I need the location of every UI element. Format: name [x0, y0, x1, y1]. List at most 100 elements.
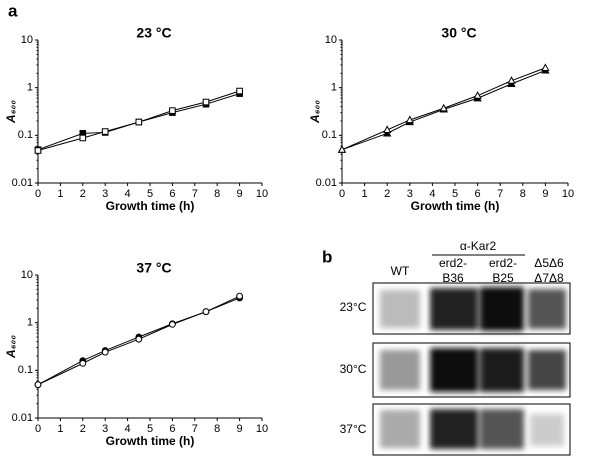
x-tick-label: 6 [475, 188, 481, 200]
data-point [169, 320, 176, 328]
data-point [236, 292, 244, 300]
band [480, 348, 524, 392]
x-tick-label: 7 [192, 423, 198, 435]
blot-bands [380, 409, 564, 449]
x-tick-label: 2 [384, 188, 390, 200]
y-axis-label: A₆₀₀ [4, 100, 18, 124]
x-tick-label: 10 [256, 423, 268, 435]
data-point [236, 87, 243, 95]
chart-title: 37 °C [136, 260, 171, 276]
x-tick-label: 8 [520, 188, 526, 200]
data-point [135, 118, 143, 126]
data-point [439, 103, 448, 112]
y-tick-label: 0.1 [18, 364, 33, 376]
blot-bands [380, 348, 566, 392]
y-axis-label: A₆₀₀ [4, 335, 18, 359]
data-point [541, 63, 550, 71]
y-tick-label: 10 [325, 34, 337, 46]
data-point [169, 107, 176, 114]
data-point [473, 91, 482, 99]
data-point [79, 134, 87, 142]
y-axis-label: A₆₀₀ [308, 100, 322, 124]
band [480, 409, 524, 449]
y-tick-label: 10 [21, 34, 33, 46]
band [380, 350, 420, 390]
x-tick-label: 5 [147, 188, 153, 200]
x-tick-label: 3 [102, 188, 108, 200]
x-tick-label: 10 [562, 188, 574, 200]
x-tick-label: 9 [237, 188, 243, 200]
data-point [101, 348, 109, 356]
lane-label: B25 [492, 271, 514, 285]
y-tick-label: 10 [21, 269, 33, 281]
chart-title: 23 °C [136, 25, 171, 41]
x-tick-label: 6 [169, 188, 175, 200]
y-tick-label: 1 [331, 82, 337, 94]
x-tick-label: 2 [80, 423, 86, 435]
band [380, 290, 420, 328]
y-tick-label: 0.1 [18, 129, 33, 141]
y-tick-label: 1 [27, 317, 33, 329]
data-point [202, 308, 210, 316]
x-tick-label: 3 [102, 423, 108, 435]
panel-label: b [322, 247, 332, 266]
x-tick-label: 0 [339, 188, 345, 200]
x-tick-label: 7 [192, 188, 198, 200]
x-axis-label: Growth time (h) [106, 199, 195, 213]
x-tick-label: 4 [125, 423, 131, 435]
y-tick-label: 0.01 [316, 177, 337, 189]
y-tick-label: 1 [27, 82, 33, 94]
data-point [101, 128, 109, 135]
x-tick-label: 10 [256, 188, 268, 200]
band [528, 350, 566, 390]
x-tick-label: 4 [125, 188, 131, 200]
chart: 0 1 2 3 4 5 6 7 8 9 10 0.01 0.1 1 10 23 °C Growth time (… [4, 25, 268, 213]
panel-label: a [8, 1, 18, 20]
x-tick-label: 7 [497, 188, 503, 200]
x-tick-label: 8 [214, 423, 220, 435]
lane-label: WT [391, 264, 410, 278]
y-tick-label: 0.01 [12, 177, 33, 189]
x-axis-label: Growth time (h) [411, 199, 500, 213]
data-point [337, 145, 347, 153]
x-tick-label: 0 [35, 423, 41, 435]
chart: 0 1 2 3 4 5 6 7 8 9 10 0.01 0.1 1 10 30 °C Growth time (… [308, 25, 574, 213]
data-point [405, 115, 414, 124]
x-tick-label: 3 [407, 188, 413, 200]
lane-label: erd2- [439, 256, 467, 270]
row-label: 37°C [340, 422, 367, 436]
lane-label: Δ5Δ6 [534, 256, 564, 270]
chart: 0 1 2 3 4 5 6 7 8 9 10 0.01 0.1 1 10 37 °C Growth time (… [4, 260, 268, 448]
x-tick-label: 5 [147, 423, 153, 435]
y-tick-label: 0.1 [322, 129, 337, 141]
lane-label: erd2- [489, 256, 517, 270]
blot-row [372, 403, 571, 456]
y-tick-label: 0.01 [12, 412, 33, 424]
blot-bands [380, 287, 566, 331]
x-axis-label: Growth time (h) [106, 434, 195, 448]
band [530, 414, 564, 446]
band [430, 409, 478, 449]
band [380, 410, 420, 448]
data-point [507, 76, 516, 84]
lane-label: B36 [442, 271, 464, 285]
x-tick-label: 1 [362, 188, 368, 200]
x-tick-label: 8 [214, 188, 220, 200]
x-tick-label: 1 [57, 188, 63, 200]
x-tick-label: 6 [169, 423, 175, 435]
lane-label: Δ7Δ8 [534, 271, 564, 285]
blot-row [372, 342, 571, 398]
data-point [34, 147, 42, 154]
row-label: 23°C [340, 300, 367, 314]
x-tick-label: 5 [452, 188, 458, 200]
x-tick-label: 9 [237, 423, 243, 435]
data-point [34, 381, 42, 389]
data-point [79, 359, 87, 367]
data-point [135, 335, 143, 343]
x-tick-label: 4 [429, 188, 435, 200]
band [528, 289, 566, 329]
x-tick-label: 9 [542, 188, 548, 200]
blot-row [372, 282, 571, 335]
data-point [383, 125, 392, 134]
